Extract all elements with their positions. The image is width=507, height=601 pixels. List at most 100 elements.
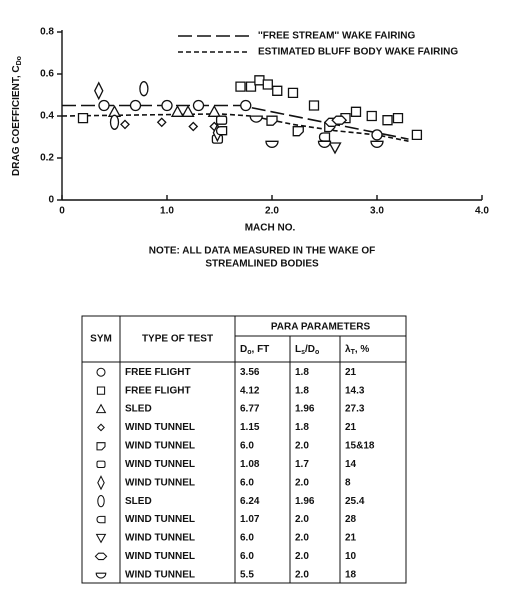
- table-cell: 2.0: [295, 533, 309, 544]
- data-point: [77, 112, 89, 124]
- table-symbol: [96, 515, 106, 524]
- table-cell: WIND TUNNEL: [125, 514, 195, 525]
- table-cell: 6.77: [240, 404, 260, 415]
- table-cell: WIND TUNNEL: [125, 551, 195, 562]
- data-point: [411, 129, 423, 141]
- table-cell: 10: [345, 551, 357, 562]
- data-point: [94, 81, 104, 101]
- table-cell: WIND TUNNEL: [125, 441, 195, 452]
- table-symbol: [96, 367, 106, 377]
- label-text: DRAG COEFFICIENT, C: [11, 65, 22, 176]
- table-cell: 1.15: [240, 422, 260, 433]
- table-cell: 2.0: [295, 569, 309, 580]
- y-tick-label: 0.6: [40, 69, 54, 80]
- table-subheader: Do, FT: [240, 344, 269, 357]
- table-subheader: λT, %: [345, 344, 369, 357]
- table-cell: WIND TUNNEL: [125, 459, 195, 470]
- subscript: Do: [16, 56, 23, 65]
- x-tick-label: 1.0: [160, 206, 174, 217]
- table-cell: WIND TUNNEL: [125, 533, 195, 544]
- table-symbol: [96, 460, 106, 469]
- table-cell: 2.0: [295, 477, 309, 488]
- table-cell: 8: [345, 477, 351, 488]
- table-cell: 28: [345, 514, 357, 525]
- table-cell: 2.0: [295, 441, 309, 452]
- data-point: [181, 104, 195, 117]
- table-symbol: [94, 552, 108, 561]
- data-point: [235, 81, 246, 92]
- data-point: [265, 140, 279, 148]
- data-point: [192, 99, 205, 112]
- table-cell: 21: [345, 422, 357, 433]
- table-cell: 1.96: [295, 404, 315, 415]
- table-symbol: [96, 442, 106, 451]
- table-cell: 1.8: [295, 422, 309, 433]
- table-symbol: [97, 495, 105, 508]
- table-cell: 18: [345, 569, 357, 580]
- data-point: [366, 110, 377, 122]
- x-tick-label: 2.0: [265, 206, 279, 217]
- data-point: [188, 121, 199, 132]
- data-point: [139, 81, 149, 97]
- data-point: [215, 115, 228, 125]
- subscript: s: [301, 349, 305, 356]
- x-tick-label: 4.0: [475, 206, 489, 217]
- y-tick-label: 0.2: [40, 153, 54, 164]
- table-cell: WIND TUNNEL: [125, 422, 195, 433]
- data-point: [262, 79, 273, 90]
- table-cell: FREE FLIGHT: [125, 385, 191, 396]
- data-point: [266, 115, 278, 126]
- data-point: [207, 104, 221, 117]
- table-cell: 1.96: [295, 496, 315, 507]
- data-point: [382, 115, 393, 126]
- table-cell: 6.0: [240, 551, 254, 562]
- data-point: [350, 106, 362, 117]
- table-cell: 1.8: [295, 385, 309, 396]
- data-point: [98, 99, 110, 112]
- data-point: [170, 104, 185, 117]
- data-point: [156, 117, 167, 128]
- table-cell: 15&18: [345, 441, 375, 452]
- x-axis-label: MACH NO.: [245, 223, 296, 234]
- table-cell: SLED: [125, 404, 152, 415]
- note: NOTE: ALL DATA MEASURED IN THE WAKE OF: [149, 246, 375, 257]
- table-subheader: Ls/Do: [295, 344, 319, 357]
- data-point: [249, 115, 263, 123]
- y-tick-label: 0.4: [40, 111, 54, 122]
- data-point: [272, 85, 283, 96]
- data-point: [331, 115, 348, 125]
- data-point: [371, 129, 383, 141]
- data-point: [245, 81, 257, 92]
- table-symbol: [95, 572, 107, 579]
- subheader-text: /D: [305, 344, 315, 355]
- data-point: [370, 140, 384, 148]
- data-point: [120, 119, 130, 130]
- data-point: [161, 99, 173, 112]
- data-point: [317, 140, 332, 148]
- table-cell: 2.0: [295, 551, 309, 562]
- table-header: SYM: [90, 334, 112, 345]
- data-point: [328, 142, 342, 155]
- table-cell: FREE FLIGHT: [125, 367, 191, 378]
- subheader-text: L: [295, 344, 301, 355]
- table-symbol: [95, 403, 107, 414]
- table-cell: 1.08: [240, 459, 260, 470]
- legend-label: ESTIMATED BLUFF BODY WAKE FAIRING: [258, 47, 458, 58]
- data-point: [392, 112, 404, 124]
- table-cell: 6.0: [240, 533, 254, 544]
- table-cell: 14.3: [345, 385, 365, 396]
- table-cell: 14: [345, 459, 357, 470]
- note: STREAMLINED BODIES: [205, 259, 319, 270]
- subscript: T: [351, 349, 356, 356]
- table-symbol: [97, 475, 105, 491]
- data-point: [129, 99, 142, 112]
- subheader-text: , FT: [252, 344, 270, 355]
- data-point: [292, 126, 304, 137]
- table-header: PARA PARAMETERS: [271, 322, 371, 333]
- table-cell: 1.07: [240, 514, 260, 525]
- table-cell: 1.8: [295, 367, 309, 378]
- y-axis-label: DRAG COEFFICIENT, CDo: [11, 56, 24, 176]
- data-point: [254, 75, 265, 86]
- table-cell: 6.0: [240, 441, 254, 452]
- table-cell: 3.56: [240, 367, 260, 378]
